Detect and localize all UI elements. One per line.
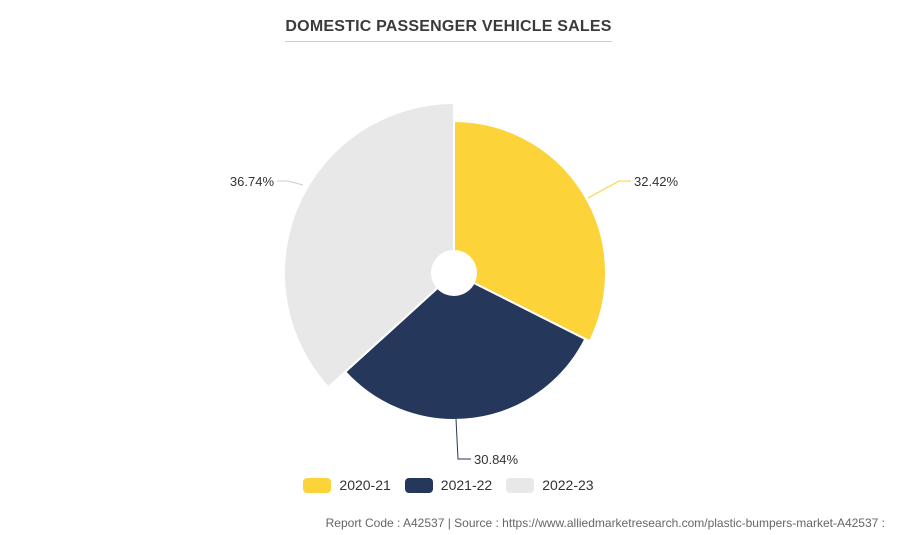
data-label-2021-22: 30.84% bbox=[474, 452, 519, 467]
chart-title: DOMESTIC PASSENGER VEHICLE SALES bbox=[0, 18, 897, 42]
legend-swatch-2021-22 bbox=[404, 477, 433, 493]
chart-title-text: DOMESTIC PASSENGER VEHICLE SALES bbox=[285, 18, 612, 42]
legend-item-2020-21[interactable]: 2020-21 bbox=[303, 477, 391, 493]
data-label-connector-2021-22 bbox=[455, 418, 471, 460]
legend-label-2021-22: 2021-22 bbox=[440, 477, 493, 493]
legend-swatch-2020-21 bbox=[303, 477, 332, 493]
pie-slice-2020-21[interactable] bbox=[453, 119, 607, 343]
legend-item-2022-23[interactable]: 2022-23 bbox=[506, 477, 594, 493]
data-label-2022-23: 36.74% bbox=[230, 174, 275, 189]
pie-slice-2022-23[interactable] bbox=[283, 101, 455, 389]
source-footer: Report Code : A42537 | Source : https://… bbox=[325, 516, 885, 530]
pie-slice-2021-22[interactable] bbox=[343, 281, 587, 421]
data-label-2020-21: 32.42% bbox=[634, 174, 679, 189]
data-label-connector-2022-23 bbox=[277, 180, 304, 186]
chart-legend: 2020-21 2021-22 2022-23 bbox=[0, 477, 897, 493]
legend-swatch-2022-23 bbox=[506, 477, 535, 493]
data-label-connector-2020-21 bbox=[587, 180, 631, 199]
legend-item-2021-22[interactable]: 2021-22 bbox=[404, 477, 493, 493]
legend-label-2022-23: 2022-23 bbox=[542, 477, 594, 493]
legend-label-2020-21: 2020-21 bbox=[339, 477, 391, 493]
